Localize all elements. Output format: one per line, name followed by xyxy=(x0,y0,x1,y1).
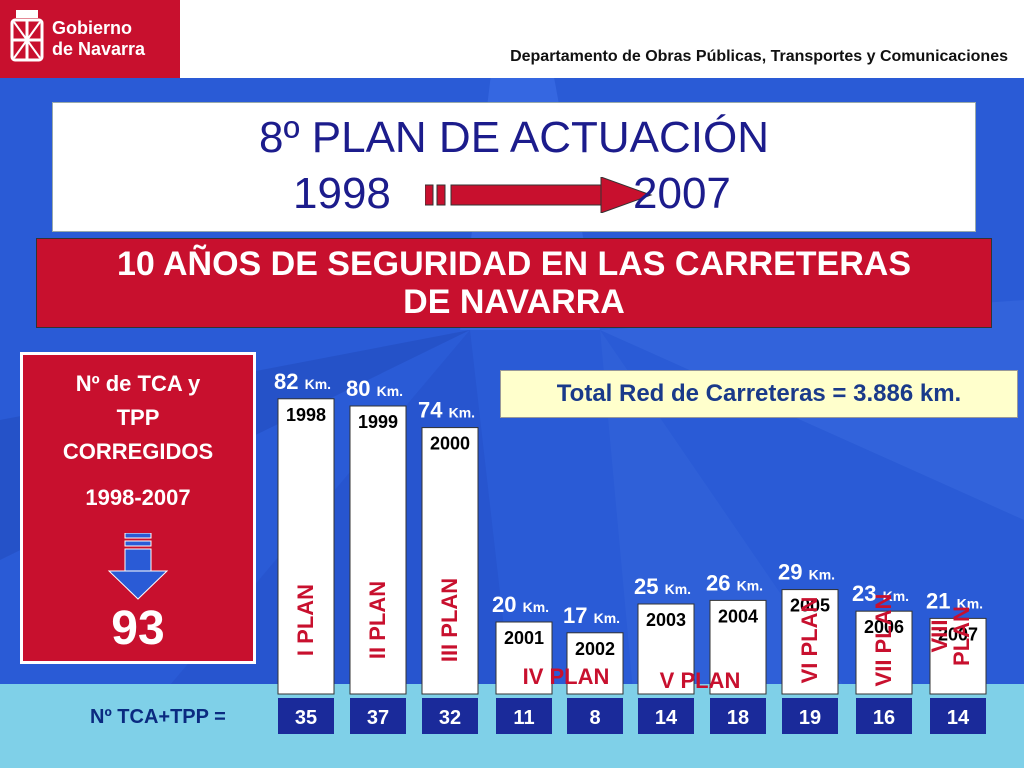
km-label: 82 Km. xyxy=(274,369,331,394)
plan-label: VII PLAN xyxy=(871,594,896,687)
tca-cell xyxy=(930,698,986,734)
tca-cell xyxy=(496,698,552,734)
bar xyxy=(709,599,767,695)
department-name: Departamento de Obras Públicas, Transpor… xyxy=(510,48,1008,65)
summary-label-line-3: CORREGIDOS xyxy=(62,439,214,464)
tca-value: 8 xyxy=(589,707,600,729)
plan-title: 8º PLAN DE ACTUACIÓN xyxy=(259,113,769,162)
subtitle-box: 10 AÑOS DE SEGURIDAD EN LAS CARRETERAS D… xyxy=(36,238,992,328)
tca-cell xyxy=(782,698,838,734)
km-label: 25 Km. xyxy=(634,574,691,599)
tca-value: 32 xyxy=(439,707,461,729)
plan-label: VIII xyxy=(927,619,952,652)
year-label: 2005 xyxy=(790,596,830,616)
year-label: 2006 xyxy=(864,617,904,637)
plan-label: III PLAN xyxy=(437,578,462,662)
bar xyxy=(781,589,839,695)
km-label: 20 Km. xyxy=(492,592,549,617)
plan-label: II PLAN xyxy=(365,581,390,659)
year-label: 2007 xyxy=(938,624,978,644)
bar xyxy=(349,405,407,695)
bar xyxy=(929,617,987,695)
bar xyxy=(421,427,479,695)
plan-label: VI PLAN xyxy=(797,597,822,684)
tca-value: 11 xyxy=(513,707,534,729)
year-from: 1998 xyxy=(293,169,391,218)
km-unit: Km. xyxy=(449,405,475,421)
plan-label: IV PLAN xyxy=(523,664,610,689)
logo-text: Gobierno de Navarra xyxy=(52,18,145,60)
logo: Gobierno de Navarra xyxy=(0,0,180,78)
tca-value: 16 xyxy=(873,707,895,729)
year-label: 2002 xyxy=(575,639,615,659)
tca-value: 37 xyxy=(367,707,389,729)
year-to: 2007 xyxy=(633,169,731,218)
km-unit: Km. xyxy=(737,577,763,593)
tca-cell xyxy=(567,698,623,734)
tca-value: 35 xyxy=(295,707,317,729)
tca-cell xyxy=(710,698,766,734)
summary-box: Nº de TCA y TPP CORREGIDOS 1998-2007 93 xyxy=(20,352,256,664)
year-label: 1998 xyxy=(286,405,326,425)
km-label: 29 Km. xyxy=(778,560,835,585)
title-box: 8º PLAN DE ACTUACIÓN 1998 2007 xyxy=(52,102,976,232)
year-label: 2000 xyxy=(430,434,470,454)
coat-of-arms-icon xyxy=(10,10,44,62)
plan-label: PLAN xyxy=(949,606,974,666)
summary-label-line-2: TPP xyxy=(116,405,160,430)
km-unit: Km. xyxy=(957,595,983,611)
year-label: 2001 xyxy=(504,628,544,648)
bar xyxy=(637,603,695,695)
bar xyxy=(855,610,913,695)
km-unit: Km. xyxy=(665,581,691,597)
km-label: 80 Km. xyxy=(346,376,403,401)
year-label: 1999 xyxy=(358,412,398,432)
logo-line-2: de Navarra xyxy=(52,39,146,59)
tca-cell xyxy=(278,698,334,734)
km-unit: Km. xyxy=(377,383,403,399)
km-unit: Km. xyxy=(594,610,620,626)
km-unit: Km. xyxy=(523,599,549,615)
summary-label: Nº de TCA y TPP CORREGIDOS xyxy=(23,367,253,469)
network-total: Total Red de Carreteras = 3.886 km. xyxy=(556,380,962,407)
header-bar: Gobierno de Navarra Departamento de Obra… xyxy=(0,0,1024,78)
arrow-down-icon xyxy=(107,533,169,600)
tca-cell xyxy=(350,698,406,734)
bar xyxy=(495,621,553,695)
plan-label: V PLAN xyxy=(660,668,741,693)
tca-value: 14 xyxy=(947,707,970,729)
km-label: 74 Km. xyxy=(418,398,475,423)
summary-years: 1998-2007 xyxy=(85,485,191,510)
km-unit: Km. xyxy=(809,567,835,583)
tca-cell xyxy=(422,698,478,734)
km-label: 26 Km. xyxy=(706,570,763,595)
summary-label-line-1: Nº de TCA y xyxy=(75,371,201,396)
tca-row-label: Nº TCA+TPP = xyxy=(90,706,226,728)
km-unit: Km. xyxy=(883,588,909,604)
subtitle-line-2: DE NAVARRA xyxy=(403,283,625,321)
subtitle: 10 AÑOS DE SEGURIDAD EN LAS CARRETERAS D… xyxy=(37,245,991,321)
summary-total: 93 xyxy=(111,602,165,655)
plan-label: I PLAN xyxy=(293,584,318,656)
km-label: 17 Km. xyxy=(563,603,620,628)
tca-value: 19 xyxy=(799,707,821,729)
bar xyxy=(277,398,335,695)
year-label: 2003 xyxy=(646,610,686,630)
tca-cell xyxy=(856,698,912,734)
tca-value: 18 xyxy=(727,707,749,729)
logo-line-1: Gobierno xyxy=(52,18,132,38)
subtitle-line-1: 10 AÑOS DE SEGURIDAD EN LAS CARRETERAS xyxy=(116,245,912,283)
tca-value: 14 xyxy=(655,707,678,729)
km-unit: Km. xyxy=(305,376,331,392)
tca-cell xyxy=(638,698,694,734)
arrow-right-icon xyxy=(425,177,653,213)
year-label: 2004 xyxy=(718,606,758,626)
network-total-box: Total Red de Carreteras = 3.886 km. xyxy=(500,370,1018,418)
bar xyxy=(566,632,624,695)
